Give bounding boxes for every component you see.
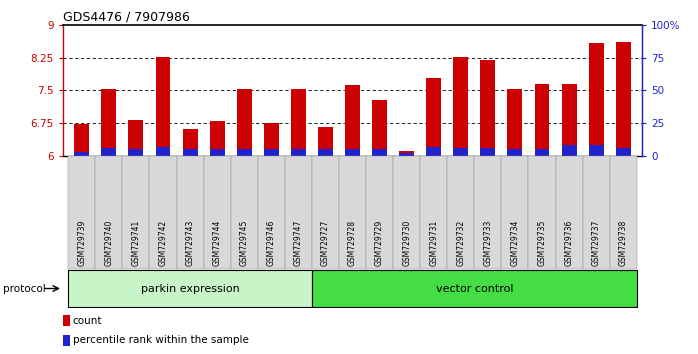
Text: GSM729741: GSM729741 xyxy=(131,219,140,266)
Text: vector control: vector control xyxy=(436,284,513,293)
Bar xyxy=(156,57,170,156)
Text: GSM729732: GSM729732 xyxy=(456,219,466,266)
Text: GSM729728: GSM729728 xyxy=(348,219,357,266)
Text: GSM729738: GSM729738 xyxy=(618,219,628,266)
Bar xyxy=(264,149,279,156)
Text: GSM729729: GSM729729 xyxy=(375,219,384,266)
Bar xyxy=(183,149,198,156)
Bar xyxy=(101,148,117,156)
Text: GDS4476 / 7907986: GDS4476 / 7907986 xyxy=(63,11,190,24)
Bar xyxy=(426,147,441,156)
Text: count: count xyxy=(73,316,102,326)
Bar xyxy=(156,147,170,156)
Bar xyxy=(399,153,414,156)
Bar xyxy=(237,149,252,156)
Text: GSM729731: GSM729731 xyxy=(429,219,438,266)
Bar xyxy=(372,100,387,156)
FancyBboxPatch shape xyxy=(312,270,637,307)
Bar xyxy=(535,149,549,156)
Bar xyxy=(63,315,70,326)
Text: GSM729734: GSM729734 xyxy=(510,219,519,266)
Bar xyxy=(372,149,387,156)
Bar xyxy=(588,43,604,156)
Text: GSM729737: GSM729737 xyxy=(592,219,601,266)
Text: GSM729727: GSM729727 xyxy=(321,219,330,266)
Text: GSM729744: GSM729744 xyxy=(213,219,222,266)
Bar xyxy=(74,124,89,156)
Text: GSM729746: GSM729746 xyxy=(267,219,276,266)
Text: protocol: protocol xyxy=(3,284,46,293)
FancyBboxPatch shape xyxy=(68,270,312,307)
Bar xyxy=(507,89,522,156)
Text: GSM729730: GSM729730 xyxy=(402,219,411,266)
Bar xyxy=(562,84,577,156)
Bar xyxy=(480,60,496,156)
Text: GSM729747: GSM729747 xyxy=(294,219,303,266)
Bar xyxy=(345,85,360,156)
Bar xyxy=(318,149,333,156)
Text: GSM729733: GSM729733 xyxy=(483,219,492,266)
Text: percentile rank within the sample: percentile rank within the sample xyxy=(73,335,248,346)
Bar xyxy=(63,335,70,346)
Bar xyxy=(616,148,631,156)
Bar xyxy=(128,149,143,156)
Text: GSM729740: GSM729740 xyxy=(104,219,113,266)
Bar xyxy=(264,122,279,156)
Bar xyxy=(318,127,333,156)
Bar xyxy=(74,152,89,156)
Bar xyxy=(562,145,577,156)
Text: GSM729742: GSM729742 xyxy=(158,219,168,266)
Text: GSM729739: GSM729739 xyxy=(77,219,87,266)
Text: GSM729745: GSM729745 xyxy=(239,219,248,266)
Bar xyxy=(128,120,143,156)
Bar xyxy=(237,90,252,156)
Bar xyxy=(345,149,360,156)
Bar xyxy=(588,145,604,156)
Bar xyxy=(399,152,414,156)
Bar xyxy=(209,149,225,156)
Bar xyxy=(535,84,549,156)
Text: GSM729735: GSM729735 xyxy=(537,219,547,266)
Bar xyxy=(453,57,468,156)
Bar xyxy=(616,42,631,156)
Bar xyxy=(291,149,306,156)
Bar xyxy=(480,148,496,156)
Text: GSM729736: GSM729736 xyxy=(565,219,574,266)
Text: parkin expression: parkin expression xyxy=(141,284,239,293)
Bar xyxy=(209,121,225,156)
Bar xyxy=(426,78,441,156)
Bar xyxy=(453,148,468,156)
Bar xyxy=(291,90,306,156)
Bar xyxy=(101,90,117,156)
Text: GSM729743: GSM729743 xyxy=(186,219,195,266)
Bar xyxy=(507,149,522,156)
Bar xyxy=(183,129,198,156)
